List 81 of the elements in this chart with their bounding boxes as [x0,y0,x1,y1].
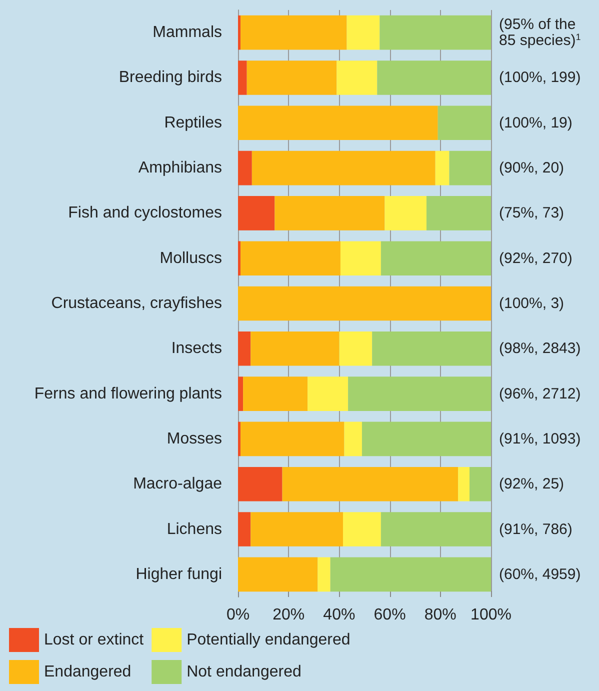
legend-label: Potentially endangered [186,632,350,648]
y-tick-label: Reptiles [164,114,222,132]
bar [250,331,340,366]
bar [238,150,252,186]
bar [250,512,343,546]
y-tick-label: Fish and cyclostomes [68,204,222,222]
x-tick-label: 60% [374,606,406,624]
x-tick-label: 20% [272,606,305,624]
y-tick-label: Crustaceans, crayfishes [51,295,222,312]
text: (90%, 20) [499,160,564,177]
x-tick-label: 80% [424,606,456,624]
bar [308,376,348,411]
bar [380,241,491,276]
bar [238,557,318,592]
bar [238,376,244,411]
y-tick-label: Higher fungi [136,566,222,583]
bar [274,196,385,230]
bar [380,512,491,546]
bar [252,150,436,186]
bar [330,557,491,592]
y-tick-label: Amphibians [138,160,222,177]
bar [238,286,491,321]
bar [346,15,380,50]
bar [344,422,362,456]
bar [238,512,251,546]
bar [238,241,241,276]
text: (98%, 2843) [499,340,581,358]
bar [240,241,340,276]
text: (100%, 199) [499,69,581,86]
bar [458,466,470,502]
bar [469,466,491,502]
bar [340,241,381,276]
text: (60%, 4959) [499,566,581,583]
bar [238,15,241,50]
y-tick-label: Lichens [166,520,222,538]
bar [318,557,330,592]
text: (91%, 786) [499,520,572,538]
legend-label: Not endangered [186,664,302,680]
bar [348,376,491,411]
x-tick-label: 40% [323,606,356,624]
bar [246,60,337,95]
bar [435,150,450,186]
bar [238,196,275,230]
text: (92%, 270) [499,250,572,267]
bar [238,60,247,95]
bar [372,331,491,366]
y-tick-label: Insects [171,340,222,358]
bar [449,150,491,186]
y-tick-label: Molluscs [160,250,222,267]
legend-label: Lost or extinct [44,632,144,648]
bar [243,376,308,411]
x-tick-label: 0% [226,606,250,624]
bar [336,60,378,95]
text: (100%, 3) [499,295,564,312]
y-tick-label: Mosses [166,430,222,448]
bar [240,15,347,50]
bar [238,331,251,366]
bar [362,422,491,456]
y-tick-label: Mammals [152,24,222,42]
bar [238,466,282,502]
text: (96%, 2712) [499,385,581,402]
text: (75%, 73) [499,204,564,222]
bar [342,512,381,546]
text: (92%, 25) [499,476,564,493]
bar [377,60,491,95]
x-tick-label: 100% [470,606,512,624]
y-tick-label: Ferns and flowering plants [34,385,222,402]
y-tick-label: Macro-algae [133,476,222,493]
bar [384,196,426,230]
text: (91%, 1093) [499,430,581,448]
bar [380,15,491,50]
y-tick-label: Breeding birds [118,69,222,86]
bar [282,466,458,502]
bar [240,422,344,456]
bar [426,196,491,230]
legend-label: Endangered [44,664,132,680]
bar [238,106,438,140]
bar [438,106,491,140]
text: (100%, 19) [499,114,572,132]
bar [238,422,241,456]
bar [339,331,372,366]
